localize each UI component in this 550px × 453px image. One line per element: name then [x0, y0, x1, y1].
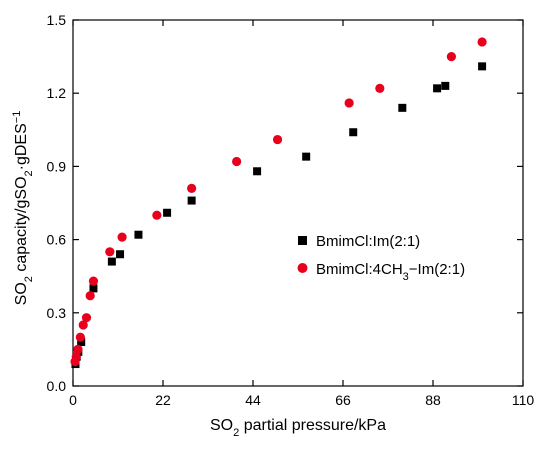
y-tick-label: 1.5: [47, 12, 67, 28]
legend-marker-series-2: [297, 263, 308, 273]
data-point-series-2: [78, 320, 88, 330]
y-tick-label: 0.6: [47, 232, 67, 248]
data-point-series-2: [105, 247, 115, 257]
y-tick-label: 0.9: [47, 158, 67, 174]
data-point-series-2: [152, 210, 162, 220]
data-point-series-1: [349, 128, 358, 137]
data-point-series-2: [272, 134, 283, 145]
data-point-series-1: [441, 81, 450, 90]
y-tick-label: 0.3: [47, 305, 67, 321]
data-point-series-1: [107, 257, 116, 266]
data-point-series-2: [85, 291, 95, 301]
data-point-series-1: [89, 284, 98, 293]
legend-label-series-2: BmimCl:4CH3−Im(2:1): [316, 261, 465, 283]
x-tick-label: 110: [512, 392, 535, 408]
data-point-series-1: [253, 167, 262, 176]
y-axis-title: SO2 capacity/gSO2·gDES−1: [11, 111, 35, 306]
data-point-series-1: [478, 62, 487, 71]
legend-label-series-1: BmimCl:Im(2:1): [316, 233, 420, 250]
data-point-series-2: [75, 332, 85, 342]
data-point-series-2: [232, 156, 242, 167]
data-point-series-2: [117, 232, 127, 242]
legend-marker-series-1: [298, 236, 307, 245]
data-point-series-1: [116, 250, 125, 259]
data-point-series-2: [344, 98, 354, 108]
data-point-series-2: [446, 52, 457, 62]
x-tick-label: 0: [69, 392, 77, 408]
plot-frame: [72, 19, 524, 387]
legend: BmimCl:Im(2:1) BmimCl:4CH3−Im(2:1): [297, 233, 465, 283]
data-point-series-1: [433, 84, 442, 93]
data-point-series-2: [477, 37, 487, 47]
data-point-series-2: [375, 83, 385, 93]
data-point-series-2: [88, 276, 99, 286]
data-point-series-1: [134, 230, 143, 239]
data-point-series-1: [398, 103, 407, 112]
data-point-series-1: [302, 152, 311, 161]
x-axis-title: SO2 partial pressure/kPa: [210, 417, 386, 439]
x-tick-label: 88: [425, 392, 441, 408]
y-tick-label: 1.2: [47, 85, 67, 101]
data-point-series-1: [77, 338, 86, 347]
data-point-series-2: [71, 352, 81, 362]
data-point-series-2: [81, 313, 92, 323]
data-points: [70, 37, 487, 369]
x-tick-label: 66: [335, 392, 351, 408]
data-point-series-1: [163, 208, 172, 217]
data-point-series-2: [187, 183, 197, 193]
data-point-series-2: [73, 344, 83, 354]
y-tick-label: 0.0: [47, 378, 67, 394]
x-tick-label: 44: [245, 392, 261, 408]
axis-ticks: 0 22 44 66 88 110 0.0 0.3 0.6 0.9 1.2 1.5: [47, 12, 535, 408]
plot-area: [72, 19, 524, 387]
data-point-series-1: [187, 196, 196, 205]
x-tick-label: 22: [155, 392, 171, 408]
